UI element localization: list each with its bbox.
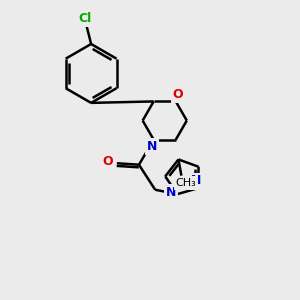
Text: O: O: [173, 88, 183, 101]
Text: N: N: [191, 174, 202, 188]
Text: N: N: [147, 140, 158, 153]
Text: CH₃: CH₃: [176, 178, 196, 188]
Text: Cl: Cl: [78, 13, 91, 26]
Text: O: O: [103, 155, 113, 168]
Text: N: N: [166, 186, 176, 199]
